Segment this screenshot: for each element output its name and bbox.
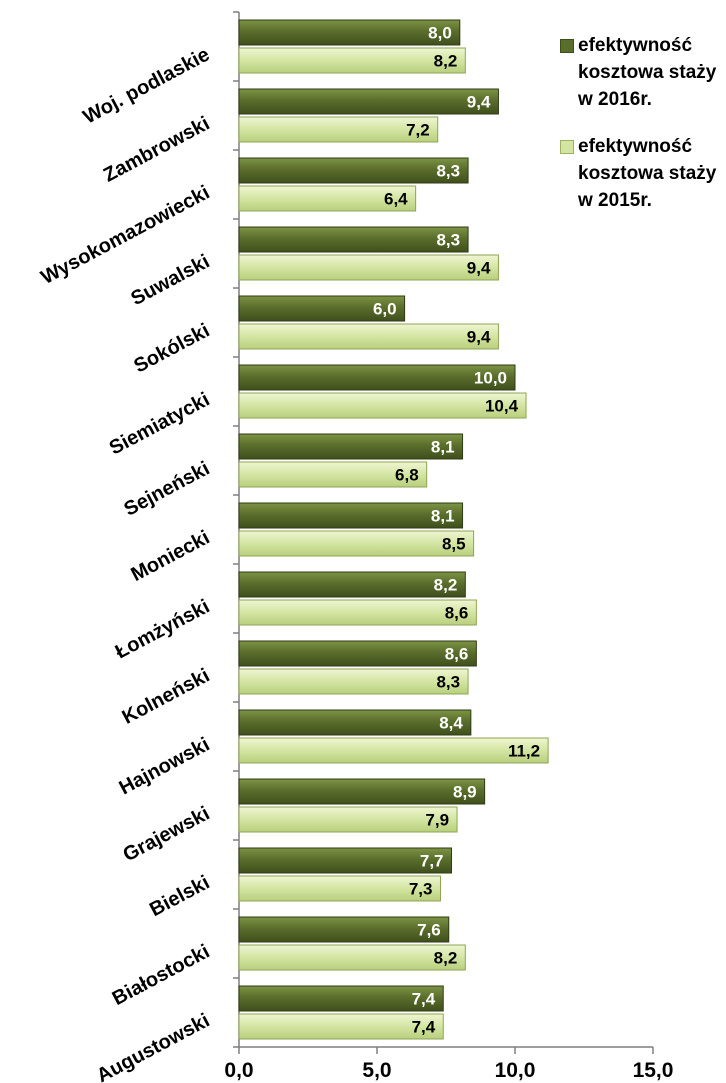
legend-swatch-2015	[560, 140, 574, 154]
category-label: Woj. podlaskie	[80, 43, 214, 128]
bar-2015-13	[238, 875, 441, 902]
value-label-2016-9: 8,2	[434, 576, 458, 595]
bar-2015-8	[238, 530, 475, 557]
category-label: Grajewski	[120, 802, 214, 866]
bar-2015-9	[238, 599, 477, 626]
bar-2016-9	[238, 571, 466, 598]
value-label-2015-4: 9,4	[467, 259, 491, 278]
category-label: Zambrowski	[100, 112, 213, 186]
legend-swatch-2016	[560, 39, 574, 53]
value-label-2015-2: 7,2	[406, 121, 430, 140]
bar-2016-10	[238, 640, 477, 667]
x-tick-labels: 0,0 5,0 10,0 15,0	[224, 1059, 673, 1082]
bar-2015-14	[238, 944, 466, 971]
bar-2015-15	[238, 1013, 444, 1040]
category-label: Hajnowski	[116, 733, 214, 799]
bar-2015-4	[238, 254, 499, 281]
value-label-2016-4: 8,3	[436, 231, 460, 250]
value-label-2016-2: 9,4	[467, 93, 491, 112]
bar-2016-14	[238, 916, 450, 943]
axes	[233, 11, 654, 1054]
legend-label-2015: efektywność kosztowa staży w 2015r.	[578, 136, 717, 211]
value-label-2015-11: 11,2	[508, 742, 540, 761]
category-label: Sokólski	[130, 319, 213, 377]
category-labels: Woj. podlaskieZambrowskiWysokomazowiecki…	[37, 43, 213, 1083]
x-tick-label: 10,0	[495, 1059, 536, 1082]
legend: efektywność kosztowa staży w 2016r. efek…	[556, 32, 726, 214]
category-label: Augustowski	[93, 1009, 213, 1083]
bar-2016-8	[238, 502, 464, 529]
value-label-2015-14: 8,2	[434, 949, 458, 968]
bar-2015-10	[238, 668, 469, 695]
x-tick-label: 0,0	[224, 1059, 253, 1082]
value-label-2016-8: 8,1	[431, 507, 455, 526]
value-label-2016-7: 8,1	[431, 438, 455, 457]
category-label: Łomżyński	[112, 595, 214, 663]
category-label: Siemiatycki	[106, 388, 214, 459]
bar-2016-1	[238, 19, 461, 46]
value-label-2015-12: 7,9	[425, 811, 449, 830]
category-label: Sejneński	[121, 457, 214, 520]
value-label-2016-3: 8,3	[436, 162, 460, 181]
category-label: Bielski	[146, 871, 213, 921]
bar-2015-1	[238, 47, 466, 74]
bar-2016-13	[238, 847, 453, 874]
bar-2016-7	[238, 433, 464, 460]
bar-2016-2	[238, 88, 499, 115]
bar-2016-3	[238, 157, 469, 184]
bars: 8,0 8,2 9,4 7,2 8,3 6,4 8,3 9,4 6,0 9,4 10,0 10,4 8,…	[238, 19, 549, 1040]
value-label-2016-14: 7,6	[417, 921, 441, 940]
bar-2016-11	[238, 709, 472, 736]
category-label: Moniecki	[127, 526, 213, 586]
bar-2015-5	[238, 323, 499, 350]
value-label-2015-9: 8,6	[445, 604, 469, 623]
bar-2015-7	[238, 461, 428, 488]
value-label-2015-13: 7,3	[409, 880, 433, 899]
bar-2015-3	[238, 185, 417, 212]
value-label-2016-10: 8,6	[445, 645, 469, 664]
x-tick-label: 15,0	[633, 1059, 674, 1082]
category-label: Białostocki	[109, 940, 214, 1010]
bar-2015-11	[238, 737, 549, 764]
bar-2016-5	[238, 295, 406, 322]
value-label-2016-12: 8,9	[453, 783, 477, 802]
bar-2015-12	[238, 806, 458, 833]
bar-2016-15	[238, 985, 444, 1012]
value-label-2016-15: 7,4	[412, 990, 436, 1009]
bar-2015-2	[238, 116, 439, 143]
value-label-2015-6: 10,4	[485, 397, 519, 416]
category-label: Kolneński	[119, 664, 214, 728]
value-label-2015-15: 7,4	[412, 1018, 436, 1037]
value-label-2016-1: 8,0	[428, 24, 452, 43]
legend-label-2016: efektywność kosztowa staży w 2016r.	[578, 35, 717, 110]
value-label-2016-11: 8,4	[439, 714, 463, 733]
bar-2016-6	[238, 364, 516, 391]
bar-2015-6	[238, 392, 527, 419]
x-tick-label: 5,0	[362, 1059, 391, 1082]
value-label-2015-10: 8,3	[436, 673, 460, 692]
value-label-2016-13: 7,7	[420, 852, 444, 871]
value-label-2015-7: 6,8	[395, 466, 419, 485]
category-label: Suwalski	[127, 250, 213, 310]
value-label-2015-8: 8,5	[442, 535, 466, 554]
legend-item-2016: efektywność kosztowa staży w 2016r.	[556, 32, 726, 113]
value-label-2016-6: 10,0	[474, 369, 507, 388]
value-label-2015-5: 9,4	[467, 328, 491, 347]
legend-item-2015: efektywność kosztowa staży w 2015r.	[556, 133, 726, 214]
value-label-2015-1: 8,2	[434, 52, 458, 71]
value-label-2015-3: 6,4	[384, 190, 408, 209]
bar-2016-12	[238, 778, 486, 805]
value-label-2016-5: 6,0	[373, 300, 397, 319]
bar-2016-4	[238, 226, 469, 253]
